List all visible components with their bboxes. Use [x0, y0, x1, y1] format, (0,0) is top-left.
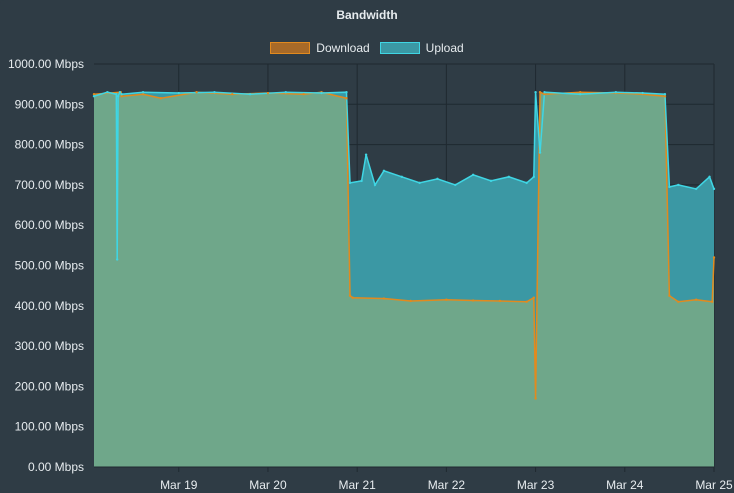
- y-tick-label: 400.00 Mbps: [15, 299, 84, 313]
- upload-point: [120, 93, 123, 96]
- download-point: [498, 299, 502, 303]
- y-tick-label: 600.00 Mbps: [15, 218, 84, 232]
- y-tick-label: 200.00 Mbps: [15, 379, 84, 393]
- download-point: [141, 93, 145, 96]
- y-tick-label: 0.00 Mbps: [28, 460, 84, 474]
- download-point: [712, 256, 716, 259]
- upload-point: [418, 181, 421, 185]
- upload-point: [436, 177, 439, 181]
- download-point: [525, 300, 528, 303]
- upload-point: [668, 185, 671, 189]
- upload-point: [525, 181, 528, 185]
- upload-point: [578, 93, 582, 96]
- y-tick-label: 300.00 Mbps: [15, 339, 84, 353]
- download-point: [694, 298, 698, 301]
- upload-point: [116, 95, 120, 98]
- upload-point: [248, 93, 252, 96]
- upload-point: [348, 181, 352, 185]
- download-point: [382, 297, 386, 300]
- download-point: [543, 93, 546, 96]
- y-tick-label: 900.00 Mbps: [15, 97, 84, 111]
- chart-legend: Download Upload: [0, 41, 734, 55]
- download-point: [578, 91, 582, 94]
- upload-point: [92, 95, 96, 98]
- chart-title: Bandwidth: [336, 8, 398, 22]
- download-point: [195, 91, 198, 94]
- download-point: [538, 91, 542, 94]
- upload-point: [115, 258, 119, 261]
- upload-point: [213, 91, 216, 94]
- upload-point: [177, 91, 180, 95]
- download-point: [159, 97, 163, 100]
- download-point: [351, 296, 354, 299]
- upload-point: [677, 183, 680, 187]
- legend-swatch-download: [270, 42, 311, 54]
- upload-point: [141, 91, 145, 94]
- upload-point: [400, 175, 403, 179]
- upload-point: [360, 179, 363, 183]
- upload-point: [507, 175, 511, 179]
- download-point: [668, 294, 671, 297]
- x-tick-label: Mar 25: [695, 478, 733, 492]
- upload-point: [543, 91, 546, 94]
- upload-point: [708, 175, 711, 179]
- x-tick-label: Mar 21: [338, 478, 376, 492]
- upload-point: [471, 173, 475, 177]
- upload-point: [382, 169, 386, 172]
- download-point: [677, 300, 680, 303]
- upload-point: [489, 179, 493, 183]
- y-tick-label: 500.00 Mbps: [15, 259, 84, 273]
- upload-point: [538, 151, 542, 154]
- y-tick-label: 100.00 Mbps: [15, 420, 84, 434]
- download-point: [471, 299, 475, 302]
- x-tick-label: Mar 24: [606, 478, 644, 492]
- legend-item-download[interactable]: Download: [270, 41, 370, 55]
- upload-point: [115, 93, 118, 96]
- upload-point: [284, 91, 287, 94]
- download-point: [231, 93, 234, 96]
- legend-swatch-upload: [379, 42, 420, 54]
- download-point: [345, 97, 348, 100]
- upload-point: [118, 91, 122, 94]
- download-point: [445, 298, 448, 301]
- upload-point: [694, 187, 698, 191]
- download-point: [92, 93, 96, 96]
- upload-point: [373, 183, 377, 187]
- download-point: [302, 93, 305, 96]
- upload-point: [320, 91, 323, 95]
- legend-label-download: Download: [316, 41, 370, 55]
- upload-point: [106, 91, 109, 94]
- download-point: [534, 397, 537, 400]
- upload-line: [93, 90, 715, 260]
- upload-point: [712, 187, 716, 191]
- upload-point: [345, 91, 348, 94]
- download-point: [266, 91, 270, 95]
- y-tick-label: 800.00 Mbps: [15, 138, 84, 152]
- x-tick-label: Mar 22: [428, 478, 466, 492]
- upload-point: [454, 183, 457, 187]
- y-tick-label: 700.00 Mbps: [15, 178, 84, 192]
- upload-point: [641, 91, 644, 95]
- download-point: [120, 95, 123, 98]
- download-point: [663, 95, 667, 98]
- download-point: [348, 294, 352, 297]
- download-point: [711, 300, 714, 303]
- upload-point: [364, 153, 368, 156]
- legend-label-upload: Upload: [425, 41, 464, 55]
- upload-point: [614, 91, 618, 94]
- y-tick-label: 1000.00 Mbps: [8, 57, 84, 71]
- upload-point: [534, 91, 537, 94]
- upload-point: [532, 175, 535, 179]
- x-tick-label: Mar 23: [517, 478, 555, 492]
- upload-point: [663, 93, 667, 96]
- legend-item-upload[interactable]: Upload: [379, 41, 464, 55]
- x-tick-label: Mar 19: [160, 478, 198, 492]
- x-tick-label: Mar 20: [249, 478, 287, 492]
- download-point: [532, 296, 535, 299]
- download-area: [94, 92, 714, 468]
- download-point: [409, 299, 412, 303]
